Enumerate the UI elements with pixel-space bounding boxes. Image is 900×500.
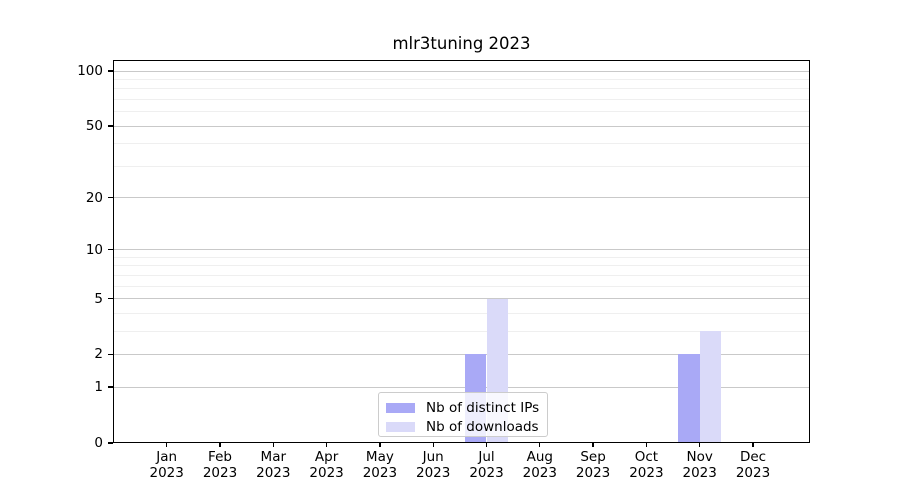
y-tick-label-20: 20: [85, 189, 103, 206]
x-tick-label-mar: Mar 2023: [256, 449, 291, 481]
gridline-major-1: [113, 386, 810, 388]
gridline-major-100: [113, 70, 810, 72]
x-tick-label-nov: Nov 2023: [682, 449, 717, 481]
legend-label-distinct-ips: Nb of distinct IPs: [426, 399, 540, 416]
gridline-minor-70: [113, 98, 810, 100]
legend-item-downloads: Nb of downloads: [386, 417, 539, 436]
x-tick-jan: [166, 443, 168, 447]
x-tick-jun: [432, 443, 434, 447]
x-tick-aug: [539, 443, 541, 447]
x-tick-mar: [272, 443, 274, 447]
x-tick-dec: [752, 443, 754, 447]
y-tick-5: [108, 297, 113, 300]
y-tick-20: [108, 196, 113, 199]
gridline-minor-6: [113, 285, 810, 287]
x-tick-nov: [699, 443, 701, 447]
gridline-major-50: [113, 125, 810, 127]
chart-title: mlr3tuning 2023: [392, 34, 531, 53]
gridline-minor-60: [113, 111, 810, 113]
x-tick-oct: [645, 443, 648, 447]
x-tick-sep: [592, 443, 594, 447]
gridline-minor-90: [113, 78, 810, 80]
x-tick-label-feb: Feb 2023: [202, 449, 238, 481]
x-tick-jul: [485, 443, 488, 447]
legend-item-distinct-ips: Nb of distinct IPs: [386, 398, 539, 417]
x-tick-label-aug: Aug 2023: [522, 449, 557, 481]
x-tick-apr: [325, 443, 328, 447]
y-tick-1: [108, 386, 113, 388]
gridline-minor-7: [113, 274, 810, 276]
y-tick-label-10: 10: [85, 241, 103, 258]
gridline-minor-30: [113, 165, 810, 167]
x-tick-label-sep: Sep 2023: [575, 449, 611, 481]
gridline-major-2: [113, 353, 810, 355]
y-tick-10: [108, 249, 113, 251]
y-tick-label-5: 5: [94, 290, 103, 307]
x-tick-label-oct: Oct 2023: [629, 449, 664, 481]
x-tick-label-jul: Jul 2023: [469, 449, 504, 481]
y-tick-label-2: 2: [94, 346, 103, 363]
gridline-minor-9: [113, 256, 810, 258]
bar-distinct-ips-nov: [678, 354, 700, 443]
legend-swatch-distinct-ips: [386, 402, 415, 413]
gridline-major-10: [113, 249, 810, 251]
y-tick-0: [108, 442, 113, 444]
x-tick-label-jan: Jan 2023: [149, 449, 184, 481]
y-tick-label-0: 0: [94, 435, 103, 451]
x-tick-feb: [219, 443, 221, 447]
plot-area: 0 1 2 5 10 20 50 100 Jan 2023 Feb 2023 Mar 2023 Apr 202…: [77, 60, 810, 480]
gridline-major-20: [113, 197, 810, 199]
x-tick-label-may: May 2023: [362, 449, 398, 481]
y-tick-label-50: 50: [85, 118, 103, 135]
y-tick-2: [108, 353, 113, 356]
gridline-minor-8: [113, 265, 810, 267]
gridline-minor-3: [113, 330, 810, 332]
y-tick-label-100: 100: [77, 63, 103, 79]
legend-swatch-downloads: [386, 421, 415, 432]
gridline-minor-40: [113, 143, 810, 145]
legend: Nb of distinct IPs Nb of downloads: [378, 392, 548, 437]
x-tick-label-dec: Dec 2023: [735, 449, 771, 481]
x-tick-label-apr: Apr 2023: [309, 449, 344, 481]
gridline-minor-80: [113, 88, 810, 90]
y-tick-100: [108, 70, 113, 72]
x-tick-label-jun: Jun 2023: [416, 449, 451, 481]
bar-downloads-nov: [699, 331, 721, 443]
x-tick-may: [379, 443, 381, 447]
gridline-minor-4: [113, 312, 810, 314]
gridline-major-5: [113, 298, 810, 300]
legend-label-downloads: Nb of downloads: [426, 418, 539, 435]
y-tick-50: [108, 125, 113, 127]
y-tick-label-1: 1: [94, 379, 103, 396]
